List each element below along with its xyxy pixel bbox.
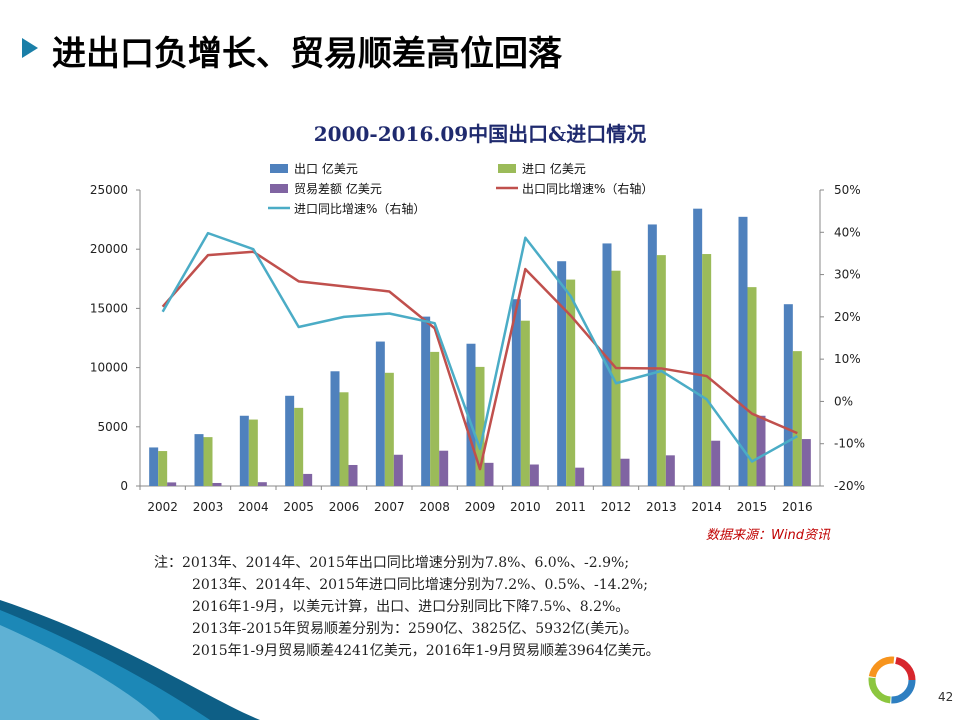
chart-title: 2000-2016.09中国出口&进口情况 xyxy=(313,122,647,146)
left-tick-label: 0 xyxy=(120,479,128,493)
legend-label: 出口 亿美元 xyxy=(294,161,358,176)
right-tick-label: 30% xyxy=(834,268,861,282)
bar xyxy=(294,407,304,486)
series-line xyxy=(161,250,798,471)
bar xyxy=(566,279,576,486)
bar xyxy=(747,287,757,486)
bar xyxy=(693,208,703,486)
bar xyxy=(384,372,394,486)
x-tick-label: 2012 xyxy=(601,500,632,514)
legend-swatch xyxy=(498,164,516,173)
x-tick-label: 2004 xyxy=(238,500,269,514)
trade-chart: 0 5000 10000 15000 20000 25000 -20% -10% 0% 10% 20… xyxy=(90,161,865,514)
legend-swatch xyxy=(270,184,288,193)
bar xyxy=(248,419,258,486)
note-line: 2016年1-9月，以美元计算，出口、进口分别同比下降7.5%、8.2%。 xyxy=(192,599,630,615)
bar xyxy=(665,455,675,486)
legend-label: 贸易差额 亿美元 xyxy=(294,181,382,196)
bar xyxy=(611,270,621,486)
x-tick-label: 2013 xyxy=(646,500,677,514)
legend-label: 进口同比增速%（右轴） xyxy=(294,201,425,216)
x-tick-label: 2003 xyxy=(193,500,224,514)
note-line: 2013年-2015年贸易顺差分别为：2590亿、3825亿、5932亿(美元)… xyxy=(192,621,638,637)
x-tick-label: 2010 xyxy=(510,500,541,514)
bar xyxy=(529,464,539,486)
bar xyxy=(158,451,168,486)
bar xyxy=(557,261,567,486)
note-line: 2013年、2014年、2015年进口同比增速分别为7.2%、0.5%、-14.… xyxy=(192,577,648,593)
bar xyxy=(738,216,748,486)
x-tick-label: 2009 xyxy=(465,500,496,514)
right-tick-label: -20% xyxy=(834,479,865,493)
bar xyxy=(421,316,431,486)
bar xyxy=(575,467,585,486)
series-line xyxy=(161,231,798,463)
bar xyxy=(194,434,204,486)
bar xyxy=(339,392,349,486)
left-tick-label: 10000 xyxy=(90,361,128,375)
x-tick-label: 2007 xyxy=(374,500,405,514)
right-tick-label: 0% xyxy=(834,394,853,408)
x-tick-label: 2011 xyxy=(555,500,586,514)
bar xyxy=(466,343,476,486)
bar xyxy=(430,351,440,486)
bar xyxy=(257,482,267,486)
x-tick-label: 2008 xyxy=(419,500,450,514)
x-tick-label: 2015 xyxy=(737,500,768,514)
bar xyxy=(203,437,213,486)
bar xyxy=(330,371,340,486)
right-tick-label: -10% xyxy=(834,437,865,451)
page-number: 42 xyxy=(938,690,954,704)
right-tick-label: 50% xyxy=(834,183,861,197)
bar xyxy=(393,454,403,486)
bar xyxy=(511,299,521,486)
x-tick-label: 2006 xyxy=(329,500,360,514)
title-bullet-icon xyxy=(22,38,38,58)
legend-label: 出口同比增速%（右轴） xyxy=(522,181,653,196)
legend-swatch xyxy=(270,164,288,173)
bar xyxy=(620,458,630,486)
bar xyxy=(439,450,449,486)
bar xyxy=(167,482,177,486)
bar xyxy=(303,473,313,486)
bar xyxy=(756,415,766,486)
note-line: 2015年1-9月贸易顺差4241亿美元，2016年1-9月贸易顺差3964亿美… xyxy=(192,643,660,659)
bar xyxy=(212,482,222,486)
bar xyxy=(520,320,530,486)
bar xyxy=(702,254,712,486)
bar xyxy=(711,440,721,486)
bar xyxy=(149,447,159,486)
x-tick-label: 2002 xyxy=(147,500,178,514)
data-source: 数据来源：Wind资讯 xyxy=(706,528,830,543)
bar xyxy=(801,439,811,486)
bar xyxy=(484,462,494,486)
right-tick-label: 10% xyxy=(834,352,861,366)
bar xyxy=(375,341,385,486)
bar xyxy=(285,395,295,486)
slide-title: 进出口负增长、贸易顺差高位回落 xyxy=(52,34,562,74)
x-tick-label: 2005 xyxy=(283,500,314,514)
bar xyxy=(239,415,249,486)
bar xyxy=(783,304,793,486)
bar xyxy=(475,366,485,486)
x-tick-label: 2016 xyxy=(782,500,813,514)
company-logo-icon xyxy=(868,656,916,704)
left-tick-label: 5000 xyxy=(97,420,128,434)
left-tick-label: 15000 xyxy=(90,301,128,315)
note-line: 注：2013年、2014年、2015年出口同比增速分别为7.8%、6.0%、-2… xyxy=(154,555,630,571)
legend-label: 进口 亿美元 xyxy=(522,161,586,176)
bar xyxy=(792,351,802,486)
x-tick-label: 2014 xyxy=(691,500,722,514)
bar xyxy=(348,464,358,486)
bar xyxy=(647,224,657,486)
left-tick-label: 20000 xyxy=(90,242,128,256)
left-tick-label: 25000 xyxy=(90,183,128,197)
right-tick-label: 20% xyxy=(834,310,861,324)
right-tick-label: 40% xyxy=(834,225,861,239)
